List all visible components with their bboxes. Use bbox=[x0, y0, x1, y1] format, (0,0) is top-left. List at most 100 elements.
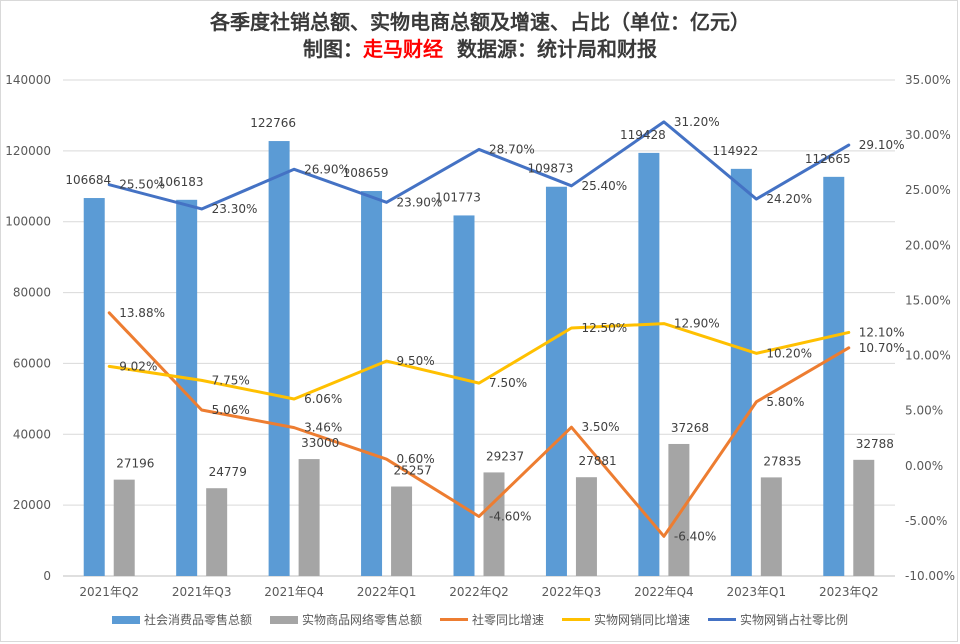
data-label: 27835 bbox=[763, 454, 801, 468]
bar bbox=[668, 443, 690, 576]
data-label: 106684 bbox=[65, 173, 111, 187]
chart-title: 各季度社销总额、实物电商总额及增速、占比（单位：亿元） bbox=[210, 10, 750, 34]
data-label: 5.80% bbox=[766, 395, 804, 409]
data-label: 9.50% bbox=[397, 354, 435, 368]
data-label: 29237 bbox=[486, 449, 524, 463]
bar bbox=[575, 477, 597, 576]
y-left-tick-label: 120000 bbox=[5, 144, 51, 158]
data-label: 112665 bbox=[805, 152, 851, 166]
x-tick-label: 2021年Q2 bbox=[79, 585, 139, 599]
legend-swatch bbox=[439, 618, 468, 621]
bar bbox=[730, 168, 752, 576]
x-tick-label: 2022年Q4 bbox=[634, 585, 694, 599]
x-tick-label: 2022年Q2 bbox=[449, 585, 509, 599]
subtitle-source: 数据源：统计局和财报 bbox=[443, 37, 657, 61]
y-right-tick-label: 25.00% bbox=[905, 183, 951, 197]
data-label: 23.30% bbox=[212, 202, 258, 216]
x-tick-label: 2021年Q3 bbox=[172, 585, 232, 599]
y-right-tick-label: 30.00% bbox=[905, 128, 951, 142]
data-label: 108659 bbox=[343, 166, 389, 180]
x-tick-label: 2022年Q3 bbox=[542, 585, 602, 599]
data-label: 25257 bbox=[394, 464, 432, 478]
data-label: 37268 bbox=[671, 421, 709, 435]
y-left-tick-label: 60000 bbox=[13, 356, 51, 370]
y-right-tick-label: -10.00% bbox=[905, 569, 955, 583]
subtitle-credit: 走马财经 bbox=[363, 37, 444, 61]
legend-swatch bbox=[269, 615, 298, 624]
data-label: 25.50% bbox=[119, 178, 165, 192]
legend-label: 实物网销同比增速 bbox=[594, 613, 691, 627]
y-left-tick-label: 80000 bbox=[13, 286, 51, 300]
y-right-tick-label: 35.00% bbox=[905, 73, 951, 87]
data-label: 12.50% bbox=[581, 321, 627, 335]
data-label: 10.70% bbox=[859, 341, 905, 355]
legend-swatch bbox=[562, 618, 590, 621]
data-label: 7.75% bbox=[212, 373, 250, 387]
x-tick-label: 2022年Q1 bbox=[357, 585, 417, 599]
bar bbox=[361, 191, 383, 576]
bar bbox=[176, 199, 198, 576]
data-label: 0.60% bbox=[397, 452, 435, 466]
data-label: 13.88% bbox=[119, 306, 165, 320]
y-left-tick-label: 100000 bbox=[5, 215, 51, 229]
chart-subtitle: 制图：走马财经 数据源：统计局和财报 bbox=[0, 37, 960, 61]
bar bbox=[113, 479, 135, 576]
data-label: 10.20% bbox=[766, 346, 812, 360]
y-right-tick-label: 10.00% bbox=[905, 349, 951, 363]
data-label: 32788 bbox=[856, 437, 894, 451]
bar bbox=[853, 459, 875, 576]
y-right-tick-label: 15.00% bbox=[905, 293, 951, 307]
series-line bbox=[107, 322, 851, 401]
data-label: 3.50% bbox=[581, 420, 619, 434]
y-left-tick-label: 140000 bbox=[5, 73, 51, 87]
bar bbox=[823, 176, 845, 576]
data-label: 26.90% bbox=[304, 162, 350, 176]
y-left-tick-label: 40000 bbox=[13, 427, 51, 441]
legend-swatch bbox=[708, 618, 737, 621]
data-label: 106183 bbox=[158, 175, 204, 189]
data-label: 12.10% bbox=[859, 325, 905, 339]
legend-label: 社零同比增速 bbox=[471, 613, 544, 627]
series-line bbox=[107, 311, 851, 538]
bar bbox=[391, 486, 413, 576]
legend-swatch bbox=[111, 615, 140, 624]
legend-item: 实物网销占社零比例 bbox=[708, 611, 848, 628]
y-right-tick-label: 0.00% bbox=[905, 459, 943, 473]
legend-label: 社会消费品零售总额 bbox=[143, 613, 252, 627]
data-label: 12.90% bbox=[674, 317, 720, 331]
bar bbox=[83, 198, 105, 577]
bar bbox=[298, 459, 320, 576]
data-label: 27196 bbox=[116, 457, 154, 471]
data-label: -6.40% bbox=[674, 529, 716, 543]
x-tick-label: 2023年Q2 bbox=[819, 585, 879, 599]
legend-item: 社会消费品零售总额 bbox=[111, 611, 252, 628]
data-label: 3.46% bbox=[304, 421, 342, 435]
chart-legend: 社会消费品零售总额 实物商品网络零售总额 社零同比增速 实物网销同比增速 实物网销占社零… bbox=[0, 611, 960, 628]
y-right-tick-label: 5.00% bbox=[905, 404, 943, 418]
data-label: 109873 bbox=[528, 162, 574, 176]
bar bbox=[483, 472, 505, 576]
bar bbox=[760, 477, 782, 576]
legend-item: 实物网销同比增速 bbox=[562, 611, 690, 628]
y-left-tick-label: 0 bbox=[43, 569, 51, 583]
legend-label: 实物网销占社零比例 bbox=[740, 613, 849, 627]
bar bbox=[206, 488, 228, 576]
data-label: 29.10% bbox=[859, 138, 905, 152]
series-line bbox=[107, 120, 851, 211]
y-right-tick-label: -5.00% bbox=[905, 514, 947, 528]
data-label: 31.20% bbox=[674, 115, 720, 129]
bar bbox=[638, 152, 660, 576]
data-label: 7.50% bbox=[489, 376, 527, 390]
data-label: 23.90% bbox=[397, 195, 443, 209]
data-label: 28.70% bbox=[489, 142, 535, 156]
data-label: 122766 bbox=[250, 116, 296, 130]
subtitle-prefix: 制图： bbox=[303, 37, 364, 61]
data-label: 6.06% bbox=[304, 392, 342, 406]
data-label: 24.20% bbox=[766, 192, 812, 206]
bar bbox=[453, 215, 475, 576]
bar bbox=[545, 186, 567, 576]
data-label: 9.02% bbox=[119, 359, 157, 373]
x-tick-label: 2021年Q4 bbox=[264, 585, 324, 599]
